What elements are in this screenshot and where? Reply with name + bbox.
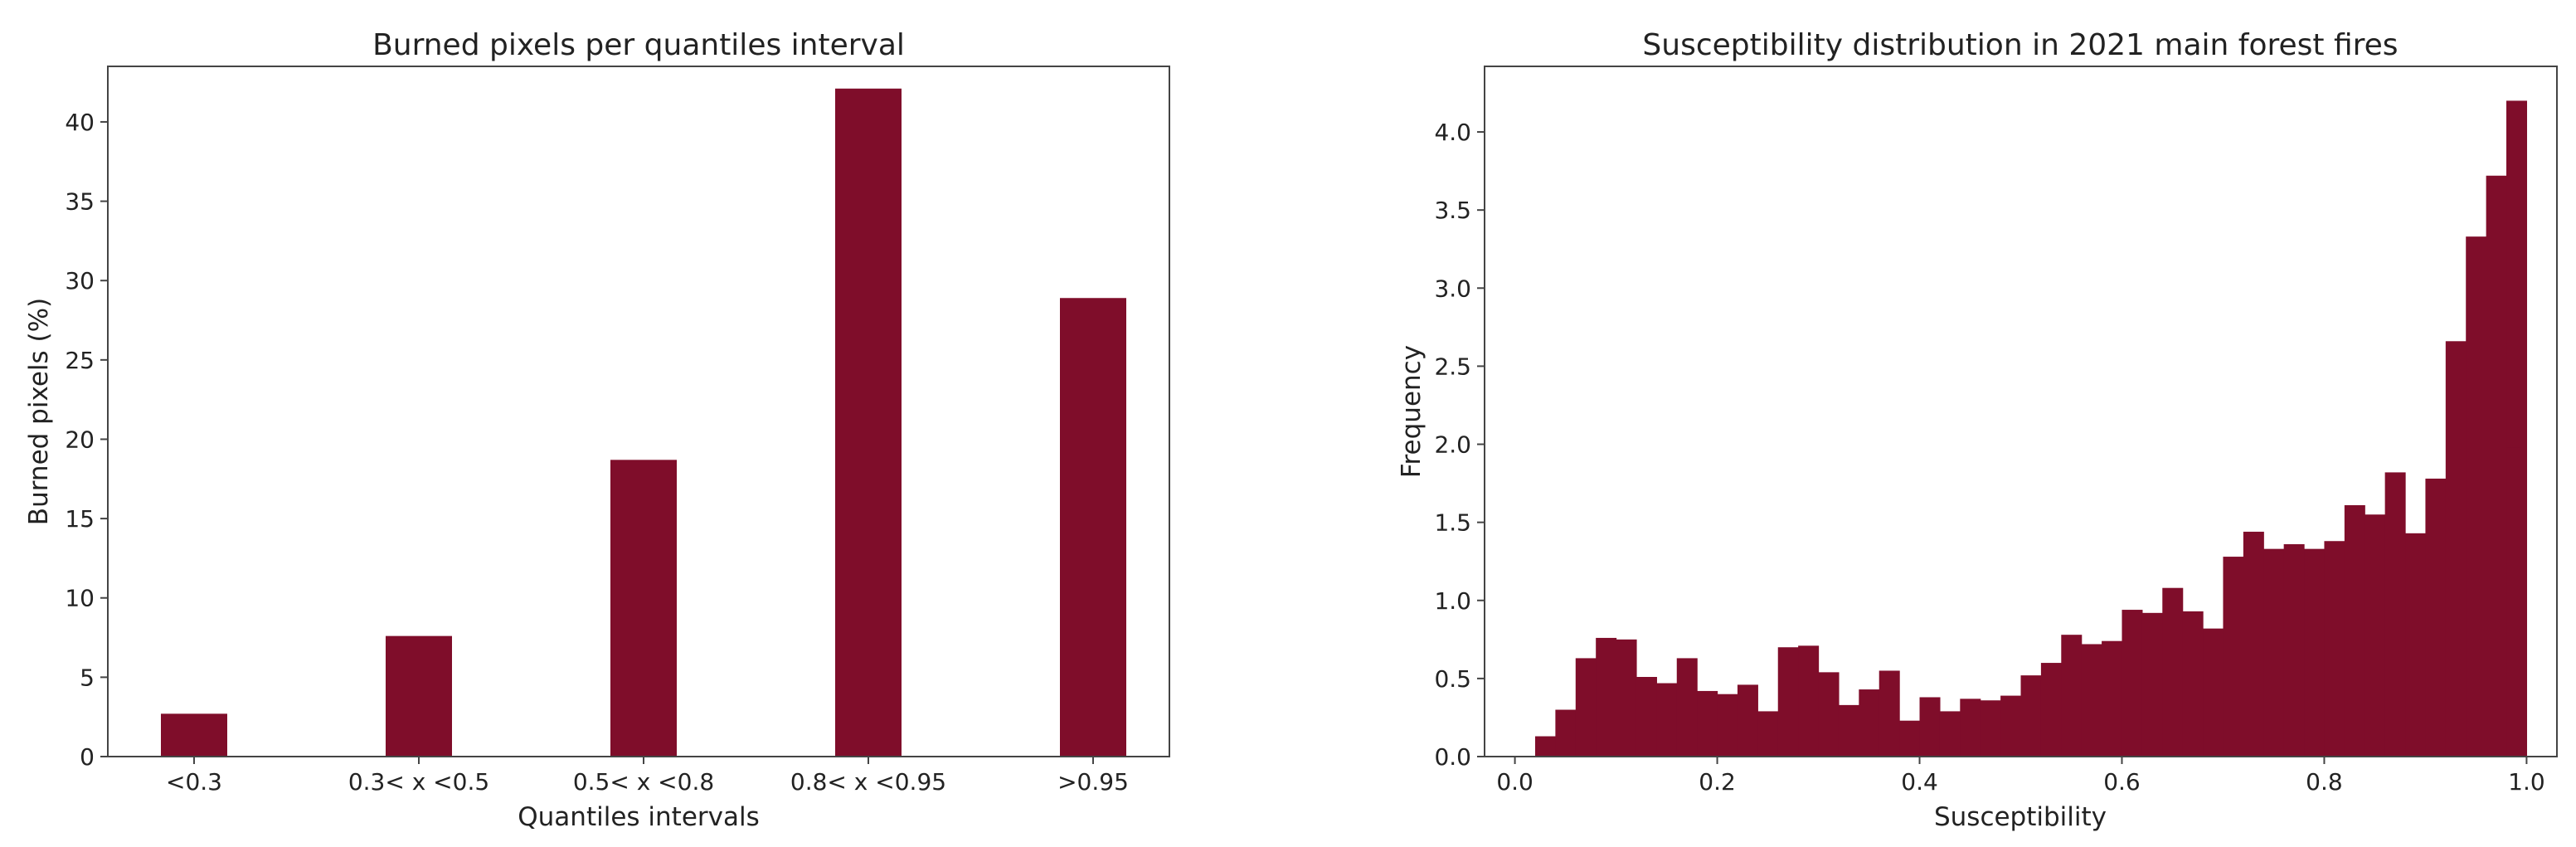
x-tick-label: 0.6 [2103,768,2141,796]
histogram-bar [1818,672,1840,757]
x-tick-label: 0.3< x <0.5 [348,768,489,796]
histogram-susceptibility: Susceptibility distribution in 2021 main… [1397,28,2558,832]
histogram-bar [2102,640,2123,757]
histogram-bar [2486,175,2507,757]
bar-2 [610,460,677,757]
bar-4 [1060,298,1126,757]
y-tick-label: 0 [80,743,95,771]
y-tick-label: 2.5 [1434,353,1471,380]
y-tick-label: 5 [80,664,95,691]
y-tick-label: 1.5 [1434,509,1471,537]
histogram-bar [2506,447,2522,757]
y-tick-label: 25 [65,347,95,374]
x-tick-label: >0.95 [1057,768,1129,796]
y-tick-label: 35 [65,188,95,216]
axis-ticks: 0.0 0.2 0.4 0.6 0.8 1.0 0.0 0.5 1.0 1.5 2.0 2.5 3.0 3… [1434,119,2544,796]
histogram-bar [2324,541,2345,757]
y-tick-label: 3.5 [1434,197,1471,224]
x-tick-label: <0.3 [166,768,222,796]
histogram-bar [1656,683,1678,757]
chart-title: Burned pixels per quantiles interval [372,28,905,62]
histogram-bar [1636,677,1657,757]
y-axis-label: Frequency [1397,345,1427,478]
y-tick-label: 1.0 [1434,587,1471,615]
y-tick-label: 4.0 [1434,119,1471,146]
y-tick-label: 0.5 [1434,665,1471,693]
histogram-bar [1859,689,1880,757]
bar-0 [161,713,227,757]
histogram-bar [2223,557,2244,757]
y-tick-label: 2.0 [1434,431,1471,459]
y-tick-label: 0.0 [1434,743,1471,771]
histogram-bar [1980,700,2001,757]
plot-frame [1484,66,2558,757]
x-tick-label: 0.2 [1699,768,1736,796]
x-axis-label: Susceptibility [1934,802,2107,832]
x-tick-label: 0.8< x <0.95 [790,768,946,796]
x-axis-label: Quantiles intervals [518,802,760,832]
bars [161,88,1126,757]
y-tick-label: 3.0 [1434,275,1471,302]
histogram-bar [2304,548,2326,757]
histogram-bar [1939,711,1961,757]
histogram-bar [2445,341,2467,757]
histogram-bar [1737,684,1758,757]
histogram-bar [2040,663,2062,757]
histogram-bar [2203,628,2224,757]
histogram-bar [2020,675,2042,757]
histogram-bar [2466,236,2487,757]
histogram-bar [1919,697,1941,757]
histogram-bar [2283,544,2305,757]
histogram-bar [1899,720,1921,757]
histogram-bar [1960,699,1981,757]
histogram-bar [2061,635,2083,757]
chart-title: Susceptibility distribution in 2021 main… [1642,28,2398,62]
histogram-bar [2263,548,2285,757]
x-tick-label: 0.4 [1901,768,1938,796]
histogram-bar [2344,504,2365,757]
x-tick-label: 1.0 [2508,768,2545,796]
histogram-bar [2425,478,2447,757]
histogram-bar [2162,587,2184,757]
y-tick-label: 30 [65,267,95,295]
histogram-bar [1757,711,1779,757]
histogram-bar [2243,531,2264,757]
y-tick-label: 40 [65,109,95,136]
histogram-bar [2081,644,2102,757]
plot-frame [107,66,1170,757]
y-axis-label: Burned pixels (%) [24,298,54,525]
histogram-bar [1879,670,1900,757]
histogram-bar [1777,647,1799,757]
histogram-bar [1555,709,1577,757]
histogram-bar [1596,637,1617,757]
histogram-bar [2384,472,2406,757]
bar-chart-burned-pixels: Burned pixels per quantiles interval <0.… [24,28,1170,832]
bar-3 [835,88,902,757]
histogram-bar [2182,611,2204,757]
x-tick-label: 0.5< x <0.8 [573,768,714,796]
histogram-bar [2365,514,2386,757]
y-tick-label: 10 [65,585,95,612]
x-tick-label: 0.8 [2306,768,2343,796]
histogram-bar [2000,695,2022,757]
histogram-bar [2141,612,2163,757]
histogram-bar [2405,533,2427,757]
histogram-bar [1534,736,1556,757]
histogram-bar [1616,639,1637,757]
y-tick-label: 20 [65,426,95,453]
histogram-bar [1798,645,1820,757]
bar-1 [386,635,452,757]
histogram-bar [1697,690,1718,757]
histogram-bar [1838,704,1859,757]
histogram-bar [1717,694,1738,757]
histogram-bar [2122,610,2143,757]
histogram-bar [1575,658,1597,757]
histogram-bar [1676,658,1698,757]
y-tick-label: 15 [65,505,95,533]
x-tick-label: 0.0 [1496,768,1533,796]
axis-ticks: <0.3 0.3< x <0.5 0.5< x <0.8 0.8< x <0.95 >0… [65,109,1129,796]
bars [1534,100,2528,757]
